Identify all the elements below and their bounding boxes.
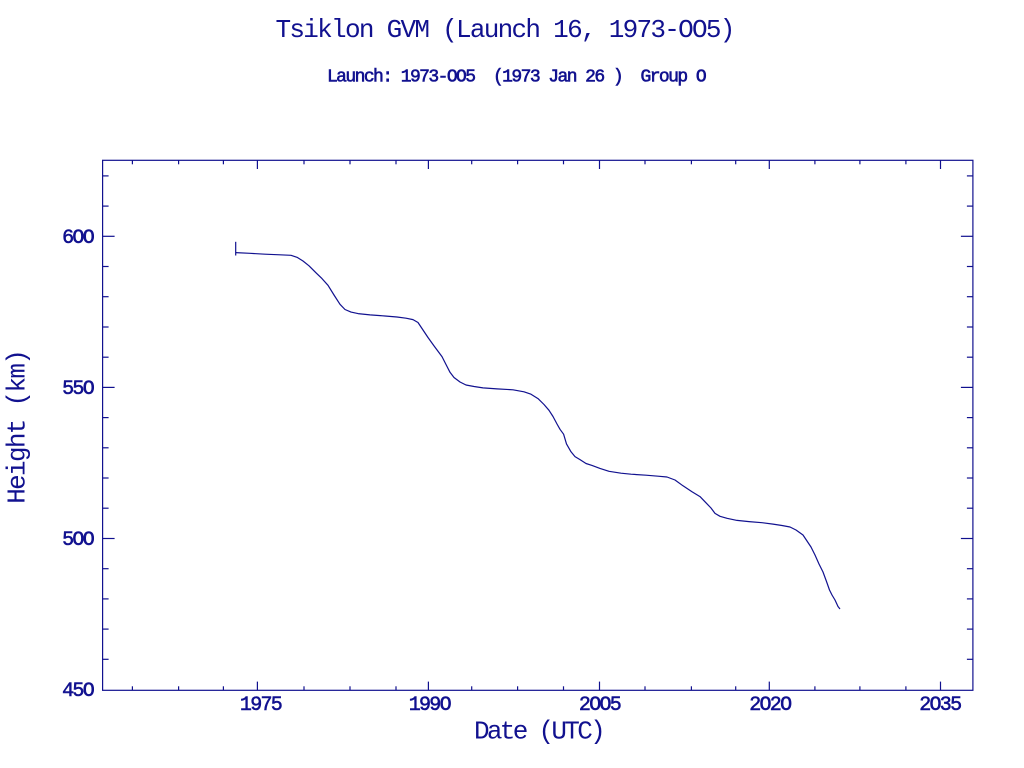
svg-text:2O2O: 2O2O — [749, 694, 791, 717]
svg-text:6OO: 6OO — [62, 227, 94, 250]
svg-text:Height (km): Height (km) — [3, 351, 33, 504]
svg-text:45O: 45O — [62, 680, 94, 703]
svg-text:5OO: 5OO — [62, 529, 94, 552]
svg-text:2OO5: 2OO5 — [579, 694, 621, 717]
svg-text:199O: 199O — [409, 694, 451, 717]
svg-text:2O35: 2O35 — [919, 694, 961, 717]
svg-text:Launch: 1973-OO5 (1973 Jan 26: Launch: 1973-OO5 (1973 Jan 26 ) Group O — [327, 68, 706, 88]
svg-text:Tsiklon GVM (Launch 16, 1973-O: Tsiklon GVM (Launch 16, 1973-OO5) — [276, 15, 734, 45]
svg-text:55O: 55O — [62, 378, 94, 401]
svg-text:Date (UTC): Date (UTC) — [474, 717, 603, 747]
svg-text:1975: 1975 — [240, 694, 282, 717]
